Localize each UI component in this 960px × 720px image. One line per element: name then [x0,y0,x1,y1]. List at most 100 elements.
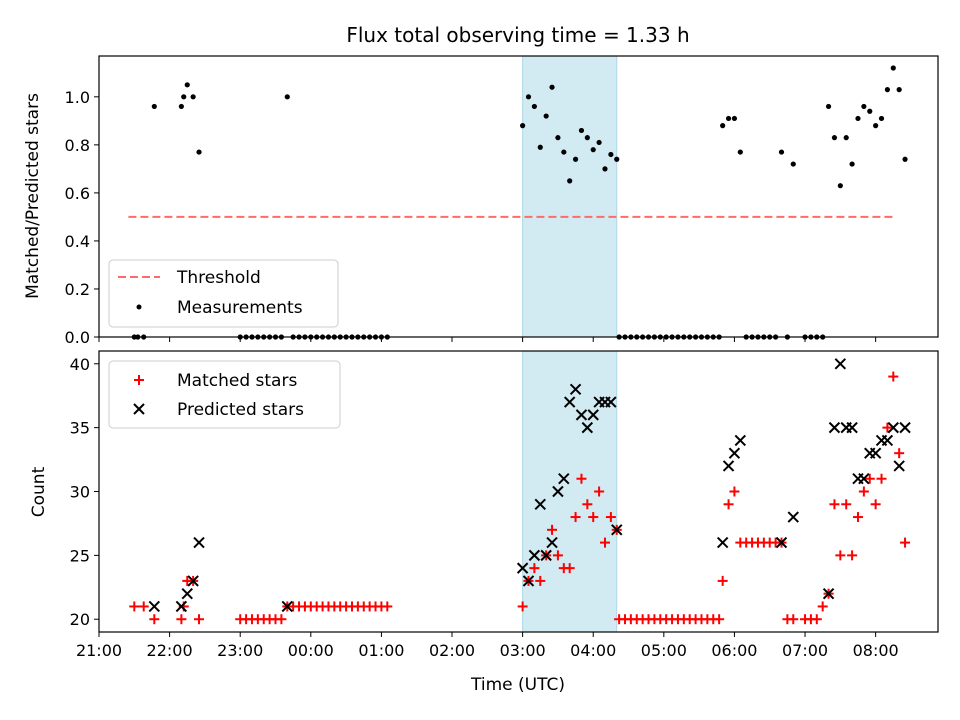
matched-star-point-93 [864,473,875,484]
measurement-point-90 [843,135,849,141]
bottom-xtick-label-0: 21:00 [76,641,122,660]
bottom-panel: 20 25 30 35 40 21:00 22:00 23:00 00:00 01:00 02:00… [70,350,939,660]
matched-star-point-36 [529,563,540,574]
matched-star-point-48 [599,537,610,548]
predicted-star-point-6 [516,562,529,574]
matched-star-point-49 [605,512,616,523]
matched-star-point-71 [729,486,740,497]
legend-measurements-label: Measurements [177,298,303,318]
predicted-star-point-41 [893,460,905,472]
predicted-star-point-39 [881,434,894,447]
matched-star-point-68 [714,614,725,625]
measurement-point-80 [778,149,785,155]
bottom-xtick-label-1: 22:00 [147,641,193,660]
legend-predicted-swatch [133,403,145,415]
bottom-xtick-label-11: 08:00 [853,641,899,660]
matched-star-point-90 [847,550,858,561]
measurement-point-92 [855,115,861,122]
matched-star-point-34 [517,601,528,612]
matched-star-point-84 [811,614,822,625]
measurement-point-72 [731,115,738,122]
predicted-star-point-1 [175,600,188,613]
predicted-star-point-13 [558,473,570,485]
measurement-point-38 [537,144,543,150]
measurement-point-100 [902,156,908,162]
matched-star-point-94 [870,499,881,510]
predicted-star-point-15 [569,383,582,396]
matched-star-point-33 [382,601,393,612]
measurement-point-44 [572,156,579,162]
predicted-star-point-11 [546,536,558,549]
bottom-legend: Matched stars Predicted stars [108,360,341,429]
matched-star-point-44 [576,473,587,484]
top-ytick-label-0: 0.0 [65,328,90,347]
measurement-point-4 [178,103,184,110]
measurement-point-36 [525,94,532,100]
matched-star-point-88 [835,550,846,561]
measurement-point-37 [531,103,537,110]
matched-star-point-96 [882,422,893,433]
predicted-star-point-28 [787,511,799,523]
bottom-plot-frame [98,350,939,633]
predicted-star-point-26 [734,434,747,447]
bottom-legend-box [108,360,341,429]
predicted-star-point-21 [605,396,617,408]
matched-star-point-91 [852,512,863,523]
matched-star-point-42 [564,563,575,574]
matched-star-point-47 [594,486,605,497]
predicted-star-point-0 [148,600,161,613]
top-legend: Threshold Measurements [108,259,339,328]
predicted-star-point-2 [181,587,193,600]
measurement-point-98 [890,65,896,71]
predicted-star-point-29 [822,587,835,600]
predicted-star-point-27 [775,536,788,549]
matched-star-point-46 [588,512,599,523]
measurement-point-46 [584,135,590,141]
top-ytick-label-5: 1.0 [65,88,90,107]
predicted-star-point-31 [834,358,847,370]
bottom-ytick-label-3: 35 [70,419,90,438]
matched-star-point-95 [876,473,887,484]
bottom-xtick-label-9: 06:00 [711,641,757,660]
bottom-xtick-label-2: 23:00 [217,641,263,660]
measurement-point-8 [196,149,202,155]
measurement-point-5 [181,94,187,100]
bottom-ytick-label-0: 20 [70,610,90,629]
measurement-point-40 [549,84,555,90]
bottom-y-axis-label: Count [29,466,49,517]
matched-star-point-97 [888,371,899,382]
measurement-point-95 [873,123,879,129]
bottom-xtick-label-3: 00:00 [288,641,334,660]
bottom-ytick-label-4: 40 [70,355,90,374]
measurement-point-6 [184,82,190,88]
bottom-xtick-label-8: 05:00 [641,641,687,660]
top-y-axis-label: Matched/Predicted stars [23,93,43,299]
matched-star-point-89 [841,499,852,510]
measurement-point-41 [555,135,561,141]
matched-star-point-69 [717,575,728,586]
legend-measurements-swatch [136,304,142,310]
measurement-point-3 [151,103,157,110]
predicted-star-point-25 [728,447,741,459]
measurement-point-96 [878,115,885,122]
legend-matched-label: Matched stars [177,371,297,391]
predicted-star-point-42 [899,421,911,434]
measurement-point-91 [849,161,855,167]
measurement-point-73 [737,149,743,155]
top-plot-frame [98,55,939,338]
top-ytick-label-4: 0.8 [65,136,90,155]
bottom-ytick-label-1: 25 [70,546,90,565]
measurement-point-43 [567,178,573,184]
predicted-star-point-35 [858,473,870,485]
measurement-point-35 [520,123,526,129]
measurement-point-50 [608,151,614,158]
predicted-star-point-24 [722,460,735,472]
matched-star-point-85 [817,601,828,612]
matched-star-point-7 [194,614,205,625]
bottom-xtick-label-10: 07:00 [782,641,828,660]
measurement-point-48 [596,139,602,146]
matched-star-point-81 [788,614,799,625]
predicted-star-point-23 [716,536,729,549]
bottom-xtick-label-4: 01:00 [358,641,404,660]
